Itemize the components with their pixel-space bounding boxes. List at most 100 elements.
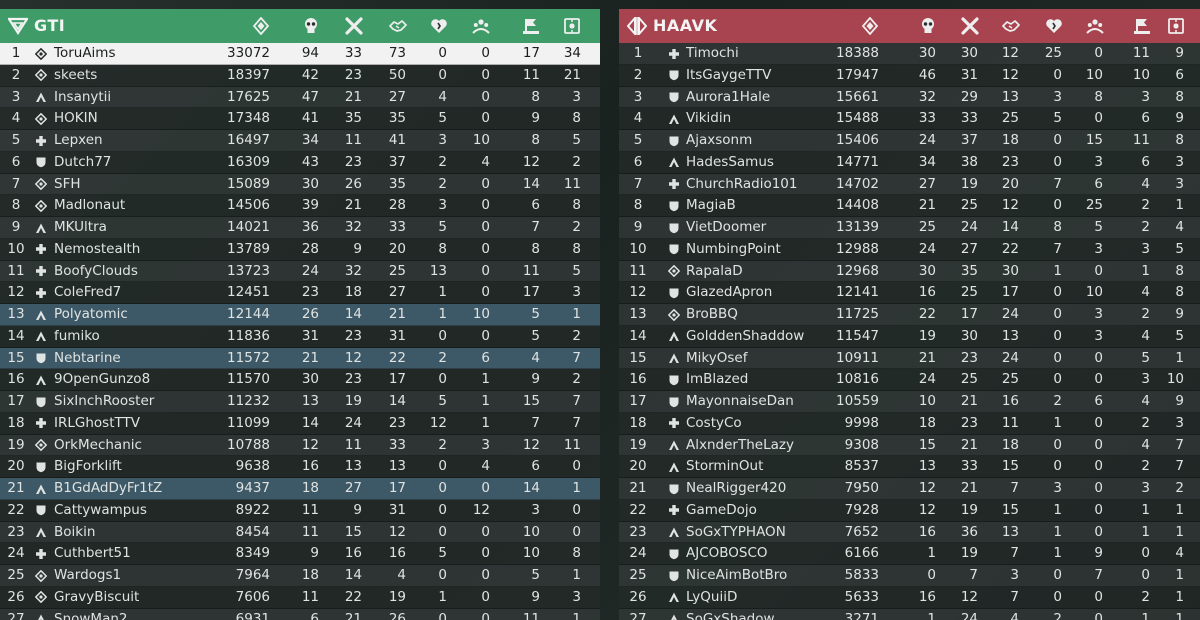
player-row[interactable]: 24 Cuthbert51 8349 9 16 16 5 0 10 8	[0, 543, 600, 565]
player-kills: 16	[918, 284, 936, 301]
player-objectives: 0	[1141, 567, 1150, 583]
player-squad-wipes: 4	[481, 153, 490, 170]
support-class-icon	[667, 195, 681, 216]
player-rank: 8	[11, 197, 21, 214]
support-class-icon	[667, 369, 681, 390]
player-list: 1 ToruAims 33072 94 33 73 0 0 17 34 2 skeets 18397 42…	[0, 43, 600, 620]
player-row[interactable]: 5 Ajaxsonm 15406 24 37 18 0 15 11 8	[619, 130, 1200, 152]
player-row[interactable]: 27 SnowMan2 6931 6 21 26 0 0 11 1	[0, 608, 600, 620]
squad-wipes-icon[interactable]	[1086, 17, 1104, 35]
objective-icon[interactable]	[522, 17, 540, 35]
player-row[interactable]: 23 Boikin 8454 11 15 12 0 0 10 0	[0, 521, 600, 544]
player-row[interactable]: 7 SFH 15089 30 26 35 2 0 14 11	[0, 173, 600, 196]
player-row[interactable]: 7 ChurchRadio101 14702 27 19 20 7 6 4 3	[619, 173, 1200, 196]
player-row[interactable]: 9 MKUltra 14021 36 32 33 5 0 7 2	[0, 217, 600, 239]
player-squad-wipes: 0	[481, 175, 490, 192]
player-row[interactable]: 14 fumiko 11836 31 23 31 0 0 5 2	[0, 325, 600, 348]
player-kills: 11	[301, 588, 319, 605]
kills-icon[interactable]	[302, 17, 320, 35]
player-row[interactable]: 1 ToruAims 33072 94 33 73 0 0 17 34	[0, 43, 600, 65]
deaths-icon[interactable]	[961, 17, 979, 35]
player-row[interactable]: 15 Nebtarine 11572 21 12 22 2 6 4 7	[0, 347, 600, 370]
player-kills: 12	[918, 501, 936, 518]
player-row[interactable]: 2 skeets 18397 42 23 50 0 0 11 21	[0, 64, 600, 87]
player-row[interactable]: 17 MayonnaiseDan 10559 10 21 16 2 6 4 9	[619, 391, 1200, 413]
assists-icon[interactable]	[389, 17, 407, 35]
player-deaths: 26	[344, 175, 362, 192]
player-row[interactable]: 25 NiceAimBotBro 5833 0 7 3 0 7 0 1	[619, 565, 1200, 587]
player-row[interactable]: 4 Vikidin 15488 33 33 25 5 0 6 9	[619, 108, 1200, 130]
player-row[interactable]: 20 StorminOut 8537 13 33 15 0 0 2 7	[619, 456, 1200, 478]
player-row[interactable]: 5 Lepxen 16497 34 11 41 3 10 8 5	[0, 130, 600, 152]
player-deaths: 30	[960, 327, 978, 344]
player-assists: 33	[388, 436, 406, 453]
player-row[interactable]: 18 IRLGhostTTV 11099 14 24 23 12 1 7 7	[0, 412, 600, 435]
player-row[interactable]: 19 OrkMechanic 10788 12 11 33 2 3 12 11	[0, 434, 600, 457]
player-row[interactable]: 17 SixInchRooster 11232 13 19 14 5 1 15 7	[0, 391, 600, 413]
player-row[interactable]: 15 MikyOsef 10911 21 23 24 0 0 5 1	[619, 347, 1200, 370]
player-assists: 19	[388, 588, 406, 605]
player-row[interactable]: 13 BroBBQ 11725 22 17 24 0 3 2 9	[619, 304, 1200, 326]
player-row[interactable]: 16 ImBlazed 10816 24 25 25 0 0 3 10	[619, 369, 1200, 391]
player-row[interactable]: 21 NealRigger420 7950 12 21 7 3 0 3 2	[619, 478, 1200, 500]
player-row[interactable]: 8 MagiaB 14408 21 25 12 0 25 2 1	[619, 195, 1200, 217]
player-row[interactable]: 10 NumbingPoint 12988 24 27 22 7 3 3 5	[619, 238, 1200, 261]
player-revives: 8	[438, 240, 447, 257]
player-row[interactable]: 19 AlxnderTheLazy 9308 15 21 18 0 0 4 7	[619, 434, 1200, 457]
player-row[interactable]: 6 Dutch77 16309 43 23 37 2 4 12 2	[0, 151, 600, 174]
player-row[interactable]: 16 9OpenGunzo8 11570 30 23 17 0 1 9 2	[0, 369, 600, 391]
spots-icon[interactable]	[563, 17, 581, 35]
player-row[interactable]: 10 Nemostealth 13789 28 9 20 8 0 8 8	[0, 238, 600, 261]
player-row[interactable]: 12 GlazedApron 12141 16 25 17 0 10 4 8	[619, 282, 1200, 304]
player-name: GlazedApron	[686, 284, 773, 301]
player-row[interactable]: 9 VietDoomer 13139 25 24 14 8 5 2 4	[619, 217, 1200, 239]
player-row[interactable]: 3 Insanytii 17625 47 21 27 4 0 8 3	[0, 86, 600, 109]
player-objectives: 11	[1132, 45, 1150, 61]
player-objectives: 3	[1141, 480, 1150, 496]
score-icon[interactable]	[861, 17, 879, 35]
player-row[interactable]: 13 Polyatomic 12144 26 14 21 1 10 5 1	[0, 304, 600, 326]
player-row[interactable]: 24 AJCOBOSCO 6166 1 19 7 1 9 0 4	[619, 543, 1200, 565]
revives-icon[interactable]	[1045, 17, 1063, 35]
player-row[interactable]: 23 SoGxTYPHAON 7652 16 36 13 1 0 1 1	[619, 521, 1200, 544]
assault-class-icon	[34, 304, 48, 325]
player-score: 12988	[836, 240, 879, 257]
player-rank: 22	[629, 501, 647, 518]
spots-icon[interactable]	[1167, 17, 1185, 35]
player-row[interactable]: 22 Cattywampus 8922 11 9 31 0 12 3 0	[0, 499, 600, 522]
player-row[interactable]: 21 B1GdAdDyFr1tZ 9437 18 27 17 0 0 14 1	[0, 478, 600, 500]
revives-icon[interactable]	[430, 17, 448, 35]
player-row[interactable]: 2 ItsGaygeTTV 17947 46 31 12 0 10 10 6	[619, 64, 1200, 87]
player-row[interactable]: 22 GameDojo 7928 12 19 15 1 0 1 1	[619, 499, 1200, 522]
player-row[interactable]: 1 Timochi 18388 30 30 12 25 0 11 9	[619, 43, 1200, 65]
player-squad-wipes: 0	[481, 327, 490, 344]
player-objectives: 15	[522, 393, 540, 409]
squad-wipes-icon[interactable]	[472, 17, 490, 35]
player-row[interactable]: 18 CostyCo 9998 18 23 11 1 0 2 3	[619, 412, 1200, 435]
objective-icon[interactable]	[1133, 17, 1151, 35]
player-row[interactable]: 4 HOKIN 17348 41 35 35 5 0 9 8	[0, 108, 600, 130]
kills-icon[interactable]	[919, 17, 937, 35]
score-icon[interactable]	[252, 17, 270, 35]
player-row[interactable]: 3 Aurora1Hale 15661 32 29 13 3 8 3 8	[619, 86, 1200, 109]
player-kills: 43	[301, 153, 319, 170]
player-row[interactable]: 26 GravyBiscuit 7606 11 22 19 1 0 9 3	[0, 586, 600, 609]
deaths-icon[interactable]	[345, 17, 363, 35]
player-row[interactable]: 11 RapalaD 12968 30 35 30 1 0 1 8	[619, 260, 1200, 283]
player-row[interactable]: 12 ColeFred7 12451 23 18 27 1 0 17 3	[0, 282, 600, 304]
player-kills: 16	[918, 588, 936, 605]
player-row[interactable]: 6 HadesSamus 14771 34 38 23 0 3 6 3	[619, 151, 1200, 174]
player-row[interactable]: 20 BigForklift 9638 16 13 13 0 4 6 0	[0, 456, 600, 478]
assists-icon[interactable]	[1002, 17, 1020, 35]
player-row[interactable]: 14 GolddenShaddow 11547 19 30 13 0 3 4 5	[619, 325, 1200, 348]
player-squad-wipes: 1	[481, 414, 490, 431]
player-row[interactable]: 11 BoofyClouds 13723 24 32 25 13 0 11 5	[0, 260, 600, 283]
player-row[interactable]: 25 Wardogs1 7964 18 14 4 0 0 5 1	[0, 565, 600, 587]
player-squad-wipes: 12	[472, 501, 490, 518]
player-row[interactable]: 27 SoGxShadow 3271 1 24 4 2 0 1 1	[619, 608, 1200, 620]
player-kills: 22	[918, 306, 936, 322]
player-revives: 1	[438, 284, 447, 301]
player-spots: 21	[563, 66, 581, 83]
player-row[interactable]: 26 LyQuiiD 5633 16 12 7 0 0 2 1	[619, 586, 1200, 609]
player-row[interactable]: 8 Madlonaut 14506 39 21 28 3 0 6 8	[0, 195, 600, 217]
